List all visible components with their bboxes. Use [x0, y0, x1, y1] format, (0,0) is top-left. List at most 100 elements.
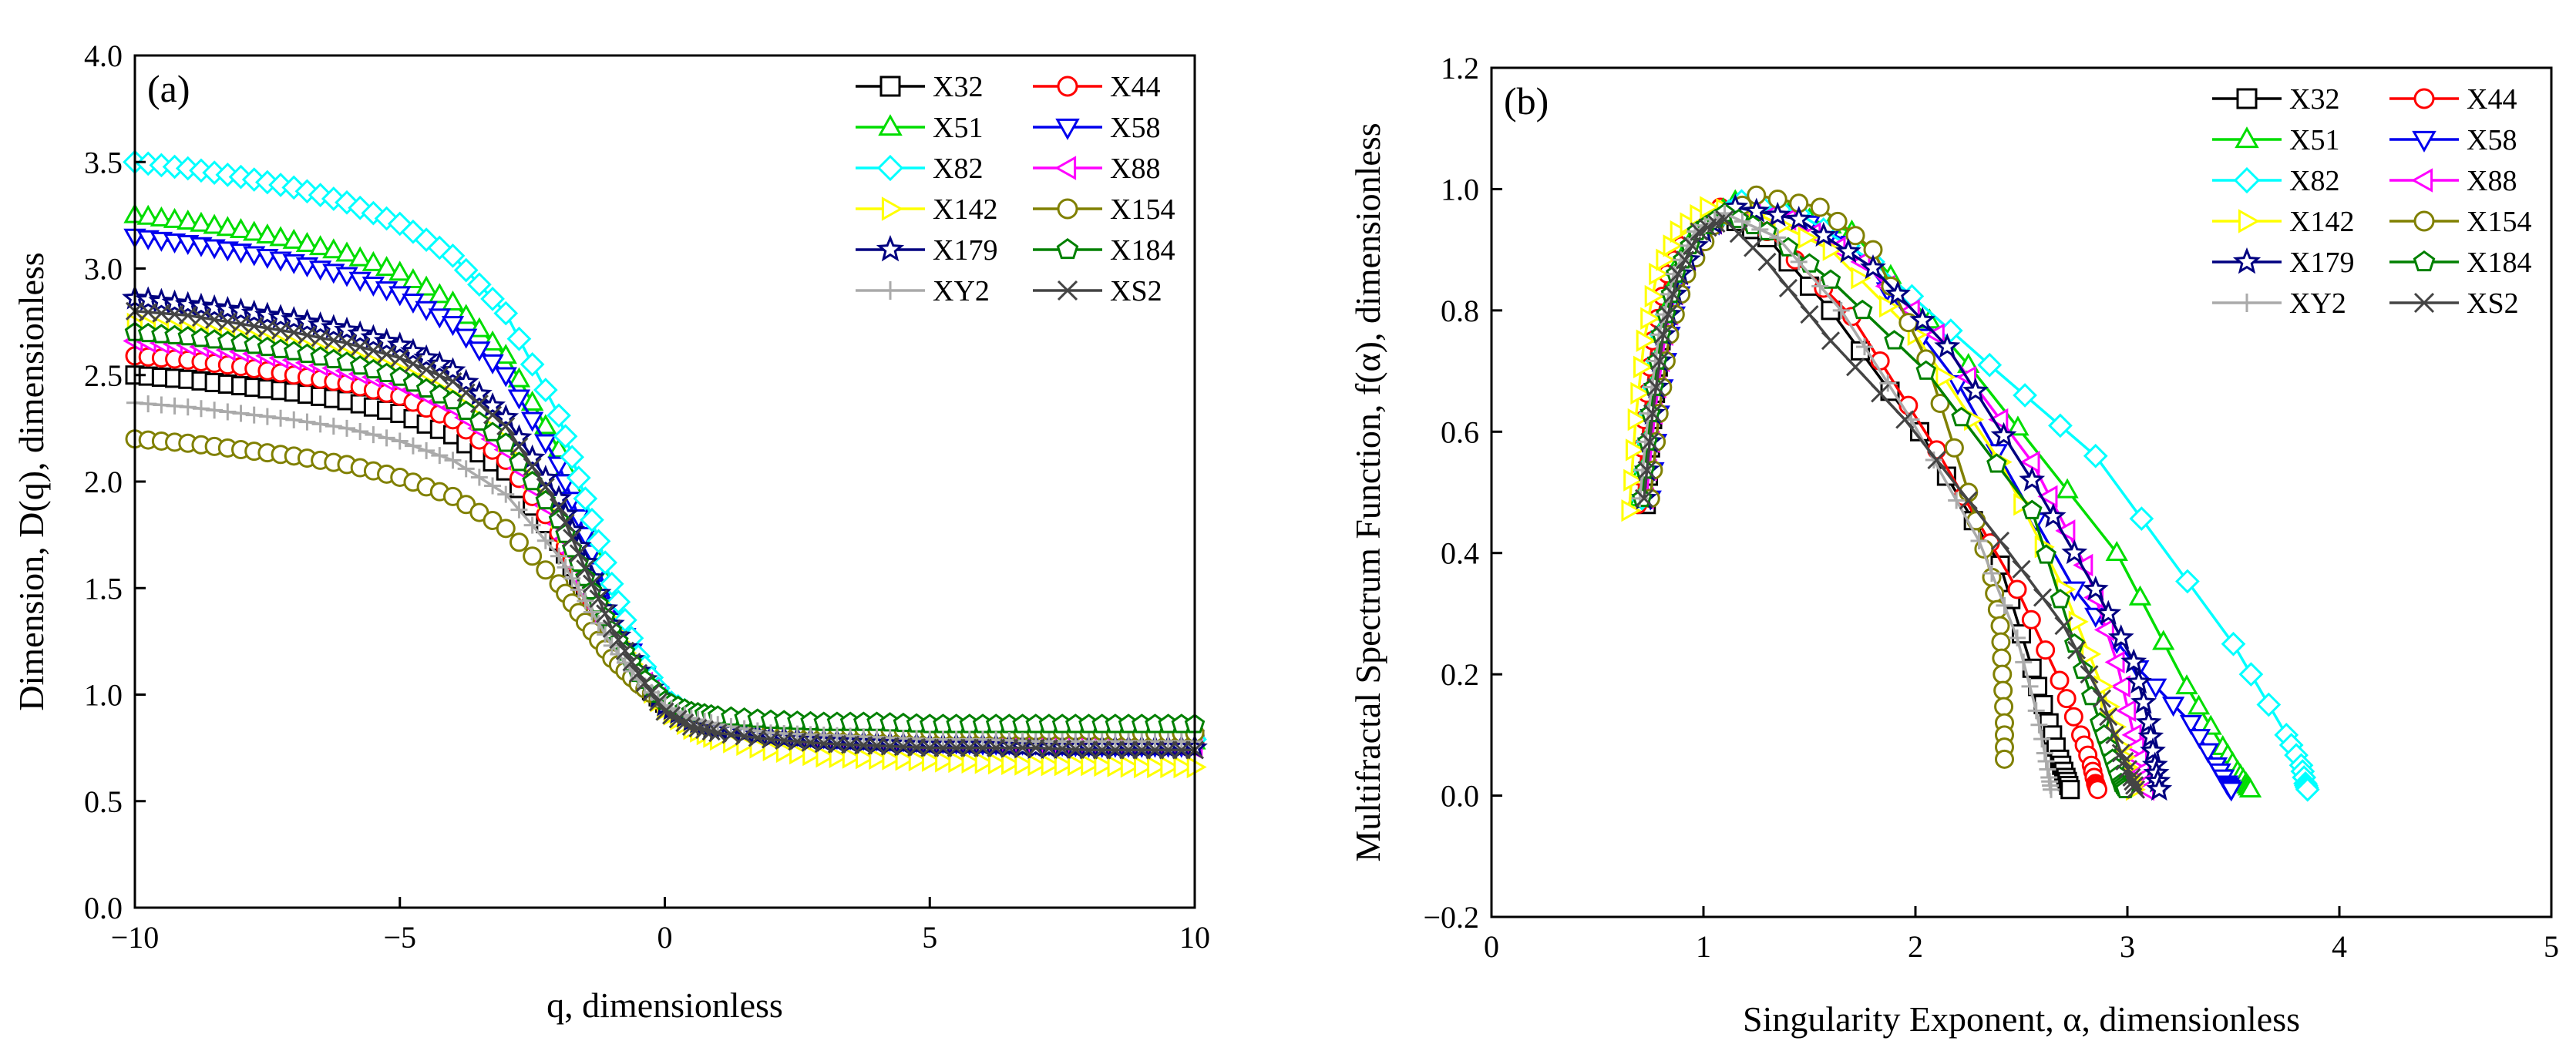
legend-marker: [2233, 166, 2261, 194]
y-tick-label: 2.5: [84, 358, 123, 393]
data-point-XY2: [418, 442, 435, 459]
data-point-X179: [1860, 253, 1886, 280]
data-point-X142: [1014, 753, 1035, 776]
data-point-XS2: [589, 589, 608, 609]
data-point-X142: [1935, 365, 1956, 389]
data-point-X51: [520, 390, 544, 411]
data-point-X179: [466, 380, 493, 406]
data-point-X51: [2105, 541, 2128, 562]
legend-marker: [2411, 168, 2433, 193]
data-point-X58: [468, 341, 491, 362]
data-point-X179: [1962, 378, 1989, 403]
data-point-X88: [2019, 450, 2040, 474]
data-point-XY2: [1734, 213, 1751, 230]
legend-marker: [2238, 294, 2256, 312]
data-point-X142: [1001, 752, 1022, 776]
legend-item-X88: X88: [1033, 153, 1160, 185]
data-point-XS2: [1132, 740, 1152, 760]
data-point-X82: [2083, 443, 2108, 468]
data-point-X51: [335, 241, 358, 262]
data-point-X142: [816, 745, 836, 768]
legend-marker: [879, 76, 901, 97]
data-point-XY2: [365, 426, 382, 444]
legend-item-X154: X154: [1033, 193, 1175, 226]
y-axis-title: Dimension, D(q), dimensionless: [12, 252, 51, 710]
data-point-XY2: [219, 403, 237, 421]
legend-item-X51: X51: [856, 112, 983, 144]
data-point-XY2: [206, 401, 224, 419]
data-point-XS2: [947, 738, 966, 757]
data-point-XY2: [1948, 492, 1966, 509]
data-point-X142: [1623, 468, 1644, 492]
data-point-X179: [452, 368, 479, 394]
data-point-XY2: [577, 592, 594, 609]
legend-item-X179: X179: [2212, 247, 2354, 279]
plot-area: [122, 149, 1208, 779]
data-point-X82: [613, 607, 637, 633]
data-point-XS2: [1821, 331, 1841, 351]
data-point-XS2: [364, 341, 383, 361]
data-point-X82: [467, 272, 492, 297]
data-point-X82: [566, 465, 591, 491]
legend-label: X32: [2289, 83, 2339, 116]
legend-label: X44: [1110, 71, 1160, 103]
data-point-X88: [2104, 650, 2125, 674]
data-point-X82: [533, 378, 558, 402]
legend-label: X51: [2289, 124, 2339, 156]
data-point-X51: [507, 367, 531, 388]
data-point-XS2: [1895, 410, 1915, 429]
data-point-XS2: [1159, 740, 1178, 760]
data-point-X51: [547, 437, 570, 458]
x-axis-title: Singularity Exponent, α, dimensionless: [1743, 999, 2300, 1039]
data-point-XY2: [391, 432, 409, 450]
data-point-X142: [974, 751, 995, 774]
data-point-X82: [1977, 352, 2003, 378]
data-point-XY2: [457, 460, 475, 478]
legend-label: X82: [933, 153, 983, 185]
data-point-X142: [1879, 294, 1900, 318]
data-point-XS2: [483, 405, 503, 425]
data-point-XY2: [536, 532, 554, 549]
data-point-X142: [987, 752, 1008, 775]
data-point-XS2: [1640, 432, 1660, 452]
data-point-X51: [229, 218, 253, 239]
legend-marker: [1057, 280, 1078, 301]
data-point-X179: [2130, 689, 2157, 714]
data-point-X58: [2144, 678, 2167, 699]
legend-marker: [2413, 210, 2435, 232]
data-point-X184: [1884, 330, 1905, 350]
y-tick-label: 2.0: [84, 465, 123, 499]
data-point-X179: [2137, 723, 2164, 748]
data-point-X51: [534, 414, 557, 435]
data-point-XS2: [1653, 325, 1673, 344]
data-point-X142: [1797, 226, 1818, 250]
legend-item-X58: X58: [1033, 112, 1160, 144]
data-point-X58: [441, 316, 465, 337]
data-point-X51: [203, 213, 226, 234]
data-point-XS2: [2054, 616, 2073, 636]
data-point-X51: [362, 250, 385, 271]
data-point-XS2: [1927, 450, 1946, 470]
data-point-XS2: [1676, 250, 1695, 270]
data-point-X58: [573, 526, 597, 547]
data-point-X82: [593, 550, 618, 575]
data-point-XS2: [1744, 238, 1763, 257]
data-point-X82: [2221, 631, 2246, 656]
chart-panel-b: 0 1 2 3 4 5 −0.2 0.0 0.2 0.4 0.6 0.8 1.0 1.2 Singulari…: [1348, 51, 2559, 1039]
data-point-X51: [388, 260, 412, 281]
data-point-X179: [373, 327, 400, 353]
data-point-X142: [1094, 754, 1115, 777]
data-point-XS2: [1637, 461, 1656, 480]
data-point-X154: [1991, 632, 2011, 652]
y-tick-label: 1.2: [1441, 51, 1479, 86]
data-point-X51: [2128, 585, 2152, 606]
data-point-XS2: [556, 513, 575, 532]
data-point-X179: [267, 304, 294, 329]
legend-label: X142: [933, 193, 997, 226]
data-point-X179: [2140, 737, 2166, 763]
data-point-XY2: [1751, 220, 1769, 238]
data-point-XS2: [496, 417, 516, 436]
data-point-XS2: [2067, 640, 2087, 660]
data-point-X142: [1068, 754, 1088, 777]
legend-label: XS2: [2467, 287, 2519, 320]
